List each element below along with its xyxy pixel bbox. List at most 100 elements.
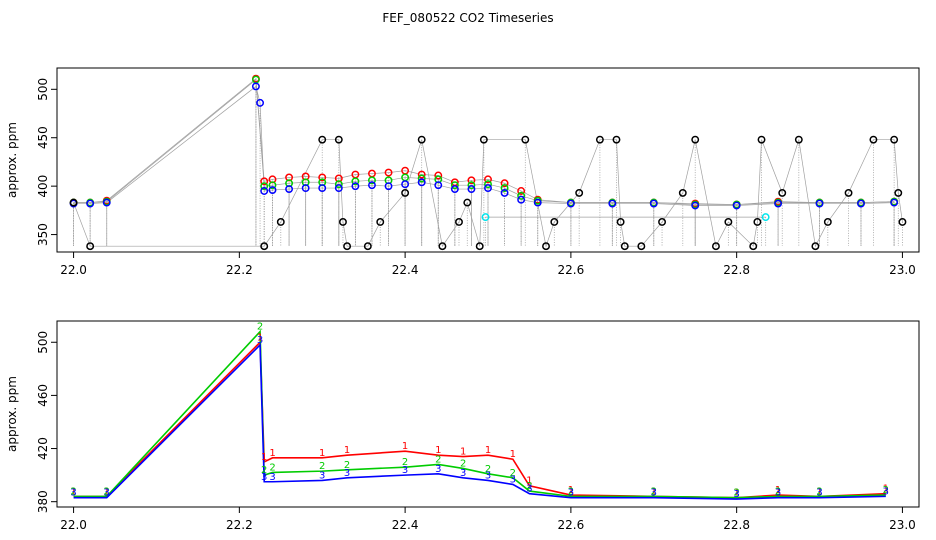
green-point-label: 2 — [816, 486, 822, 497]
black-data-point — [658, 218, 667, 226]
red-point-label: 1 — [257, 332, 263, 343]
red-point-label: 1 — [344, 445, 350, 456]
red-point-label: 1 — [460, 447, 466, 458]
blue-data-point — [691, 201, 700, 210]
blue-point-label: 3 — [344, 468, 350, 479]
blue-data-point — [434, 181, 443, 190]
blue-data-point — [401, 180, 410, 189]
top-y-axis-label: approx. ppm — [5, 122, 19, 198]
green-data-point — [368, 176, 376, 185]
green-data-point — [500, 184, 509, 193]
black-data-point — [463, 198, 472, 207]
red-point-label: 1 — [733, 488, 739, 499]
blue-point-label: 3 — [775, 488, 781, 499]
green-point-label: 2 — [257, 322, 263, 333]
black-data-point — [778, 188, 787, 197]
blue-data-point — [368, 181, 376, 190]
green-point-label: 2 — [568, 486, 574, 497]
blue-data-point — [608, 199, 617, 208]
red-point-label: 1 — [269, 448, 275, 459]
black-data-point — [542, 242, 550, 251]
green-point-label: 2 — [526, 481, 532, 492]
green-point-label: 2 — [261, 465, 267, 476]
y-tick-label: 460 — [36, 384, 50, 407]
blue-data-point — [815, 199, 824, 208]
black-data-point — [844, 188, 853, 197]
blue-point-label: 3 — [460, 468, 466, 479]
red-data-point — [384, 168, 393, 177]
blue-point-label: 3 — [526, 484, 532, 495]
red-data-point — [500, 179, 509, 188]
bottom-axes: 22.0 22.2 22.4 22.6 22.8 23.0 380 420 460 500 — [36, 331, 916, 532]
green-data-point — [260, 182, 269, 191]
blue-data-point — [102, 198, 111, 207]
cyan-data-point — [761, 213, 770, 222]
black-data-point — [869, 135, 878, 144]
black-data-point — [455, 218, 463, 226]
x-tick-label: 22.2 — [226, 518, 253, 532]
red-point-label: 1 — [319, 448, 325, 459]
black-data-point — [595, 135, 604, 144]
y-tick-label: 450 — [36, 126, 50, 149]
red-point-label: 1 — [651, 486, 657, 497]
blue-data-point — [260, 187, 269, 195]
black-data-point — [334, 135, 343, 144]
red-point-label: 1 — [485, 445, 491, 456]
black-data-point — [550, 218, 559, 226]
black-data-point — [86, 242, 95, 251]
x-tick-label: 22.8 — [723, 518, 750, 532]
x-tick-label: 22.0 — [60, 518, 87, 532]
blue-point-label: 3 — [510, 474, 516, 485]
black-data-point — [417, 135, 426, 144]
bottom-panel: approx. ppm 22.0 22.2 22.4 22.6 22.8 23.0 380 4… — [5, 320, 920, 532]
black-data-point — [890, 135, 899, 144]
red-point-label: 1 — [261, 452, 267, 463]
black-data-point — [898, 218, 907, 226]
y-tick-label: 500 — [36, 331, 50, 354]
blue-point-label: 3 — [269, 472, 275, 483]
y-tick-label: 350 — [36, 223, 50, 246]
blue-point-label: 3 — [70, 488, 76, 499]
green-point-label: 2 — [733, 488, 739, 499]
black-data-point — [753, 218, 762, 226]
green-point-label: 2 — [460, 458, 466, 469]
green-data-point — [268, 181, 277, 190]
green-data-point — [484, 180, 492, 189]
blue-data-point — [732, 201, 741, 210]
red-data-point — [318, 173, 327, 182]
figure-title: FEF_080522 CO2 Timeseries — [382, 11, 553, 25]
black-data-point — [318, 135, 327, 144]
top-series-points — [69, 74, 907, 251]
red-point-label: 1 — [526, 476, 532, 487]
black-data-point — [724, 218, 733, 226]
blue-point-label: 3 — [883, 486, 889, 497]
blue-data-point — [774, 199, 783, 208]
black-data-point — [691, 135, 700, 144]
green-point-label: 2 — [485, 464, 491, 475]
black-data-point — [276, 218, 285, 226]
green-point-label: 2 — [104, 486, 110, 497]
blue-data-point — [268, 186, 277, 194]
green-point-label: 2 — [402, 457, 408, 468]
red-series-line — [73, 340, 886, 499]
blue-data-point — [517, 195, 526, 204]
top-axes: 22.0 22.2 22.4 22.6 22.8 23.0 350 400 450 500 — [36, 78, 916, 277]
blue-data-point — [484, 184, 492, 193]
black-connector-line — [73, 139, 903, 248]
black-data-point — [616, 218, 625, 226]
black-data-point — [343, 242, 352, 251]
blue-point-label: 3 — [651, 488, 657, 499]
green-point-label: 2 — [269, 462, 275, 473]
blue-point-label: 3 — [319, 470, 325, 481]
green-data-point — [450, 181, 459, 190]
green-point-label: 2 — [319, 461, 325, 472]
bottom-plot-frame — [56, 320, 920, 508]
green-point-label: 2 — [70, 486, 76, 497]
black-data-point — [612, 135, 621, 144]
black-data-point — [376, 218, 385, 226]
green-point-label: 2 — [883, 485, 889, 496]
green-point-label: 2 — [344, 460, 350, 471]
blue-series-line — [73, 343, 886, 500]
blue-data-point — [285, 185, 294, 194]
